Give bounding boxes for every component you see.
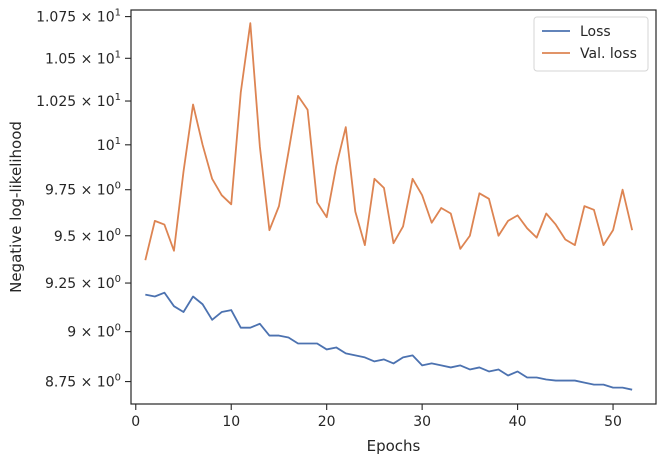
y-tick-base: 10 [97,276,115,292]
y-tick-mantissa: 9.5 [54,229,76,245]
y-tick-base: 10 [97,375,115,391]
y-tick-times: × [76,325,97,341]
plot-frame [130,9,657,405]
x-tick-label: 30 [413,414,431,430]
y-tick-base: 10 [97,183,115,199]
y-tick-mantissa: 1.025 [36,94,76,110]
y-tick-base: 10 [97,94,115,110]
x-tick-label: 20 [318,414,336,430]
x-tick-label: 0 [131,414,140,430]
y-tick-label: 101 [97,136,121,154]
y-tick-exponent: 1 [115,8,121,19]
y-tick-mantissa: 9.25 [45,276,76,292]
y-tick-base: 10 [97,10,115,26]
x-tick-label: 50 [604,414,622,430]
y-tick-times: × [76,183,97,199]
y-tick-label: 9.75 × 100 [45,181,121,199]
y-tick-mantissa: 9.75 [45,183,76,199]
y-tick-exponent: 0 [115,323,121,334]
y-tick-exponent: 0 [115,227,121,238]
y-tick-mantissa: 8.75 [45,375,76,391]
y-tick-label: 1.075 × 101 [36,8,121,26]
y-tick-exponent: 0 [115,181,121,192]
y-tick-mantissa: 1.05 [45,51,76,67]
y-tick-base: 10 [97,229,115,245]
y-tick-times: × [76,375,97,391]
y-tick-exponent: 1 [115,136,121,147]
y-tick-times: × [76,51,97,67]
y-tick-label: 1.05 × 101 [45,49,121,67]
y-tick-label: 9.25 × 100 [45,274,121,292]
y-tick-base: 10 [97,51,115,67]
y-tick-exponent: 0 [115,274,121,285]
legend-label: Loss [580,24,611,40]
series-line-loss [145,291,633,391]
y-axis-label: Negative log-likelihood [7,121,25,293]
y-tick-label: 9.5 × 100 [54,227,121,245]
x-tick-label: 10 [222,414,240,430]
y-tick-exponent: 1 [115,49,121,60]
series-line-val-loss [144,22,634,261]
legend: Loss Val. loss [533,16,649,72]
y-tick-base: 10 [97,325,115,341]
x-tick-label: 40 [509,414,527,430]
y-tick-label: 8.75 × 100 [45,373,121,391]
y-tick-mantissa: 1.075 [36,10,76,26]
y-tick-base: 10 [97,138,115,154]
series-layer [144,22,634,391]
y-tick-exponent: 1 [115,92,121,103]
y-tick-times: × [76,94,97,110]
y-tick-mantissa: 9 [67,325,76,341]
y-tick-label: 1.025 × 101 [36,92,121,110]
y-tick-exponent: 0 [115,373,121,384]
y-tick-times: × [76,229,97,245]
legend-label: Val. loss [580,46,637,62]
x-axis-label: Epochs [367,437,421,455]
x-axis-ticks: 0 10 20 30 40 50 [131,404,622,430]
y-tick-label: 9 × 100 [67,323,121,341]
y-tick-times: × [76,276,97,292]
y-tick-times: × [76,10,97,26]
